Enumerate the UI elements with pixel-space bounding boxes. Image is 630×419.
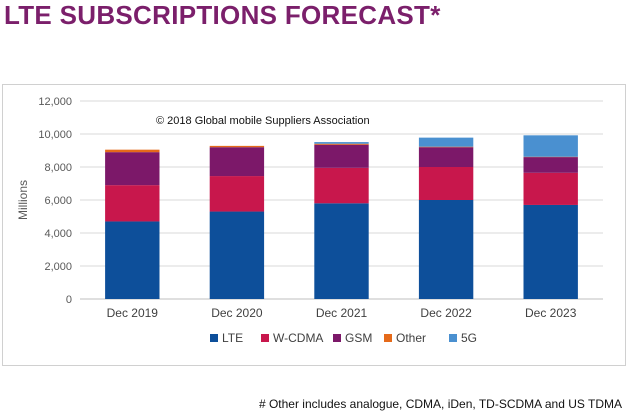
x-tick-label: Dec 2022 — [420, 306, 472, 320]
legend-swatch — [384, 334, 392, 342]
bar-5g — [314, 142, 369, 144]
bar-w-cdma — [523, 172, 578, 205]
bar-gsm — [418, 147, 474, 167]
bar-gsm — [105, 152, 160, 186]
y-tick-label: 6,000 — [44, 195, 72, 207]
bar-lte — [523, 204, 578, 299]
bar-w-cdma — [314, 167, 369, 204]
bar-lte — [314, 203, 369, 299]
legend-swatch — [210, 334, 218, 342]
legend-swatch — [333, 334, 341, 342]
bar-lte — [418, 200, 474, 299]
y-tick-label: 2,000 — [44, 261, 72, 273]
y-tick-label: 8,000 — [44, 162, 72, 174]
x-tick-label: Dec 2019 — [107, 306, 159, 320]
bar-other — [105, 149, 160, 153]
bar-lte — [209, 211, 265, 299]
x-tick-label: Dec 2021 — [316, 306, 368, 320]
x-tick-label: Dec 2020 — [211, 306, 263, 320]
bar-other — [209, 145, 265, 148]
legend-label: GSM — [345, 331, 372, 345]
page-title: LTE SUBSCRIPTIONS FORECAST* — [4, 0, 441, 30]
chart-area: 0 2,000 4,000 6,000 8,000 10,000 12,000 Million… — [2, 84, 626, 366]
bar-gsm — [314, 144, 369, 168]
bar-lte — [105, 221, 160, 299]
bar-w-cdma — [418, 167, 474, 200]
y-tick-label: 0 — [66, 294, 72, 306]
stacked-bar-chart: 0 2,000 4,000 6,000 8,000 10,000 12,000 Million… — [16, 96, 603, 345]
legend-swatch — [449, 334, 457, 342]
footnote: # Other includes analogue, CDMA, iDen, T… — [258, 397, 622, 411]
bar-5g — [418, 137, 474, 147]
legend-label: Other — [396, 331, 426, 345]
legend-swatch — [261, 334, 269, 342]
copyright-annotation: © 2018 Global mobile Suppliers Associati… — [156, 115, 370, 127]
bar-w-cdma — [105, 185, 160, 222]
y-tick-label: 10,000 — [38, 129, 72, 141]
x-tick-label: Dec 2023 — [525, 306, 577, 320]
bar-gsm — [209, 147, 265, 177]
legend-label: LTE — [222, 331, 243, 345]
bar-w-cdma — [209, 176, 265, 212]
y-tick-label: 4,000 — [44, 228, 72, 240]
bar-other — [314, 143, 369, 145]
bar-gsm — [523, 157, 578, 173]
legend-label: W-CDMA — [273, 331, 323, 345]
y-axis-label: Millions — [16, 180, 30, 220]
bar-5g — [523, 135, 578, 157]
legend-label: 5G — [461, 331, 477, 345]
y-tick-label: 12,000 — [38, 96, 72, 108]
